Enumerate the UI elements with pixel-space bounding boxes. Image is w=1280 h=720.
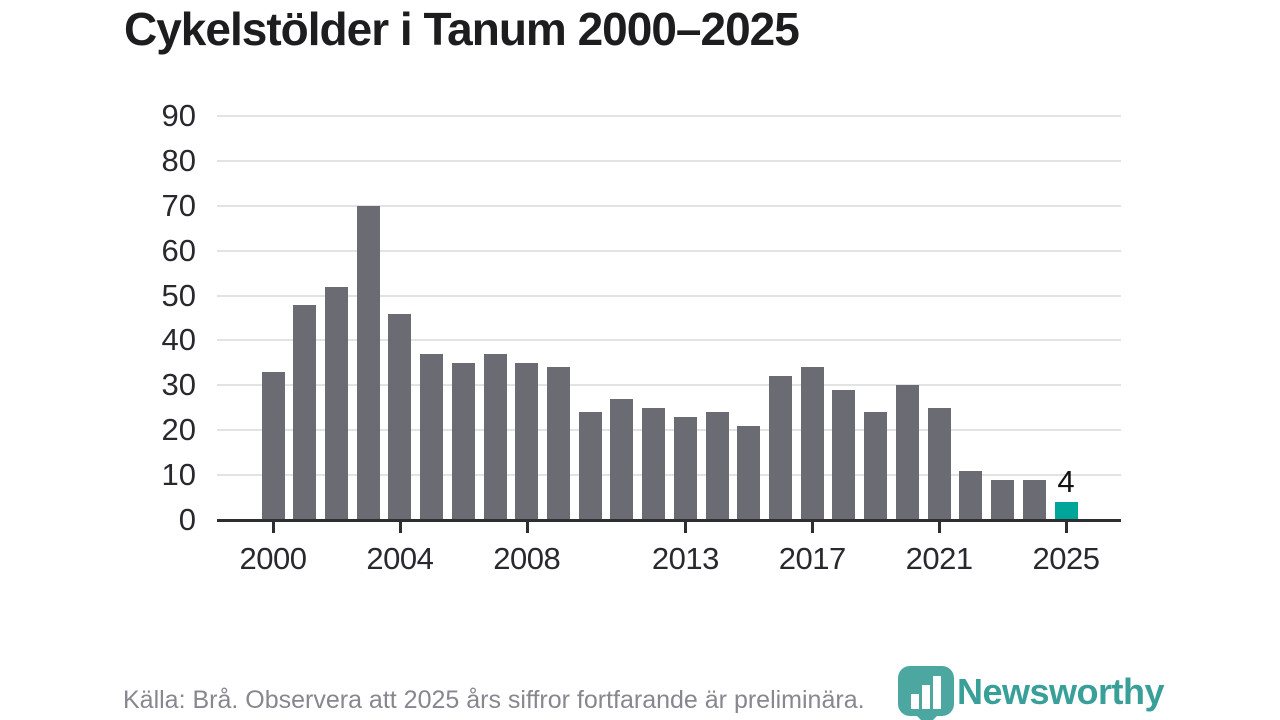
bar-2024	[1022, 479, 1046, 520]
y-axis-tick-label: 80	[161, 142, 196, 178]
newsworthy-logo-icon	[898, 666, 954, 720]
gridline	[217, 204, 1121, 207]
bar-2012	[642, 407, 666, 520]
gridline	[217, 384, 1121, 387]
x-axis-line	[217, 519, 1121, 522]
bar-2022	[959, 470, 983, 520]
bar-2023	[991, 479, 1015, 520]
y-axis-tick-label: 20	[161, 412, 196, 448]
bar-2009	[546, 367, 570, 520]
x-axis-tick-label: 2025	[1032, 541, 1100, 576]
bar-2008	[515, 362, 539, 520]
bar-2018	[832, 389, 856, 520]
bar-2003	[356, 205, 380, 520]
bar-2006	[451, 362, 475, 520]
bar-2019	[864, 412, 888, 520]
bar-2014	[705, 412, 729, 520]
x-axis-tick	[1065, 522, 1068, 533]
x-axis-tick-label: 2013	[651, 541, 719, 576]
source-note: Källa: Brå. Observera att 2025 års siffr…	[123, 686, 865, 714]
bar-2011	[610, 398, 634, 520]
x-axis-tick	[938, 522, 942, 533]
x-axis-tick	[272, 522, 275, 533]
x-axis-tick-label: 2000	[239, 541, 307, 576]
bar-2015	[737, 425, 761, 520]
gridline	[217, 159, 1121, 162]
x-axis-tick	[811, 522, 815, 533]
y-axis-tick-label: 50	[161, 277, 196, 313]
x-axis-tick-label: 2008	[493, 541, 561, 576]
gridline	[217, 339, 1121, 342]
bar-2001	[293, 304, 317, 520]
y-axis-tick-label: 70	[161, 187, 196, 223]
newsworthy-logo-text: Newsworthy	[957, 671, 1165, 712]
chart-title: Cykelstölder i Tanum 2000–2025	[124, 3, 800, 55]
bar-2005	[420, 353, 444, 520]
bar-2016	[769, 376, 793, 520]
x-axis-tick	[398, 522, 402, 533]
y-axis-tick-label: 10	[161, 457, 196, 493]
y-axis-tick-label: 30	[161, 367, 196, 403]
gridline	[217, 115, 1121, 117]
x-axis-tick	[684, 522, 688, 533]
x-axis-tick-label: 2021	[905, 541, 973, 576]
gridline	[217, 294, 1121, 297]
bar-2010	[578, 412, 602, 520]
x-axis-tick-label: 2004	[366, 541, 434, 576]
bar-2002	[324, 286, 348, 520]
bar-2013	[673, 416, 697, 520]
bar-2017	[800, 367, 824, 520]
bar-value-label: 4	[1057, 464, 1075, 500]
gridline	[217, 249, 1121, 252]
y-axis-tick-label: 40	[161, 322, 196, 358]
bar-2004	[388, 313, 412, 520]
bar-2007	[483, 353, 507, 520]
bar-2000	[261, 371, 285, 520]
y-axis-tick-label: 60	[161, 232, 196, 268]
x-axis-tick	[525, 522, 529, 533]
x-axis-tick-label: 2017	[778, 541, 846, 576]
gridline	[217, 429, 1121, 432]
y-axis-tick-label: 90	[161, 98, 196, 133]
gridline	[217, 474, 1121, 477]
bar-2020	[895, 385, 919, 520]
bar-2025	[1054, 502, 1078, 520]
y-axis-tick-label: 0	[178, 502, 196, 537]
bar-2021	[927, 407, 951, 520]
